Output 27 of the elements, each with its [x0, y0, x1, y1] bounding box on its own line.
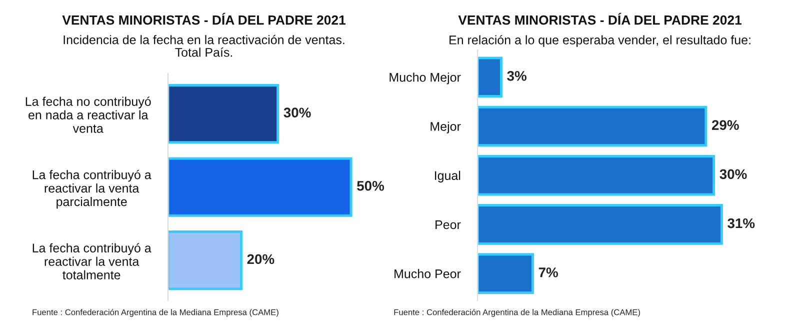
source-note: Fuente : Confederación Argentina de la Mediana Empresa (CAME) — [394, 308, 640, 317]
chart-title: VENTAS MINORISTAS - DÍA DEL PADRE 2021 — [62, 12, 346, 25]
bar — [478, 56, 502, 98]
bar — [478, 106, 708, 147]
data-label: 30% — [720, 169, 747, 180]
chart-title: VENTAS MINORISTAS - DÍA DEL PADRE 2021 — [458, 12, 742, 25]
y-tick-label: Peor — [436, 220, 461, 230]
source-note: Fuente : Confederación Argentina de la Mediana Empresa (CAME) — [32, 308, 278, 317]
y-tick-label: Mucho Mejor — [390, 72, 461, 84]
y-tick-label: Mejor — [430, 122, 461, 134]
y-tick-label: La fecha contribuyó a reactivar la venta parcialmente — [32, 170, 152, 209]
y-tick-label: La fecha no contribuyó en nada a reactivar la venta — [26, 96, 151, 133]
data-label: 3% — [507, 71, 526, 81]
y-tick-label: Mucho Peor — [394, 269, 461, 278]
data-label: 20% — [247, 254, 274, 264]
data-label: 31% — [728, 218, 755, 228]
chart-subtitle: Incidencia de la fecha en la reactivación de ventas. Total País. — [64, 34, 344, 57]
y-tick-label: Igual — [434, 170, 460, 182]
bar — [478, 204, 723, 245]
data-label: 50% — [357, 180, 384, 191]
data-label: 29% — [712, 120, 739, 130]
bar — [478, 154, 716, 196]
data-label: 7% — [538, 268, 558, 278]
data-label: 30% — [284, 108, 311, 118]
y-tick-label: La fecha contribuyó a reactivar la venta totalmente — [32, 243, 152, 280]
chart-subtitle: En relación a lo que esperaba vender, el resultado fue: — [450, 35, 750, 47]
bar — [478, 253, 534, 294]
